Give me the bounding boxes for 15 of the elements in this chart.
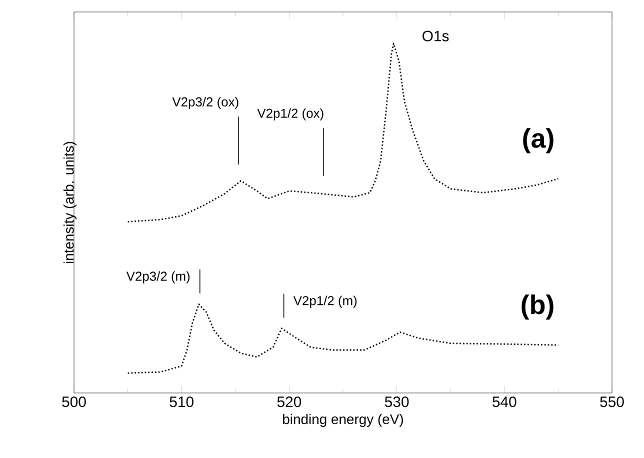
x-axis-title: binding energy (eV) xyxy=(283,414,403,427)
series-label: (b) xyxy=(522,294,554,320)
y-axis-title: intensity (arb. units) xyxy=(63,142,76,264)
x-tick-label: 520 xyxy=(277,396,302,408)
x-tick-label: 530 xyxy=(384,396,409,408)
ref-line-label: V2p3/2 (m) xyxy=(126,271,190,284)
series-label: (a) xyxy=(523,128,554,154)
ref-line-label: V2p1/2 (ox) xyxy=(257,108,324,120)
ref-line-label: V2p1/2 (m) xyxy=(293,296,357,308)
x-tick-label: 500 xyxy=(62,396,86,408)
x-tick-label: 550 xyxy=(600,396,624,408)
ref-line-label: V2p3/2 (ox) xyxy=(172,96,238,110)
x-tick-label: 510 xyxy=(170,396,194,408)
text: O1s xyxy=(422,30,449,42)
x-tick-label: 540 xyxy=(492,396,516,408)
